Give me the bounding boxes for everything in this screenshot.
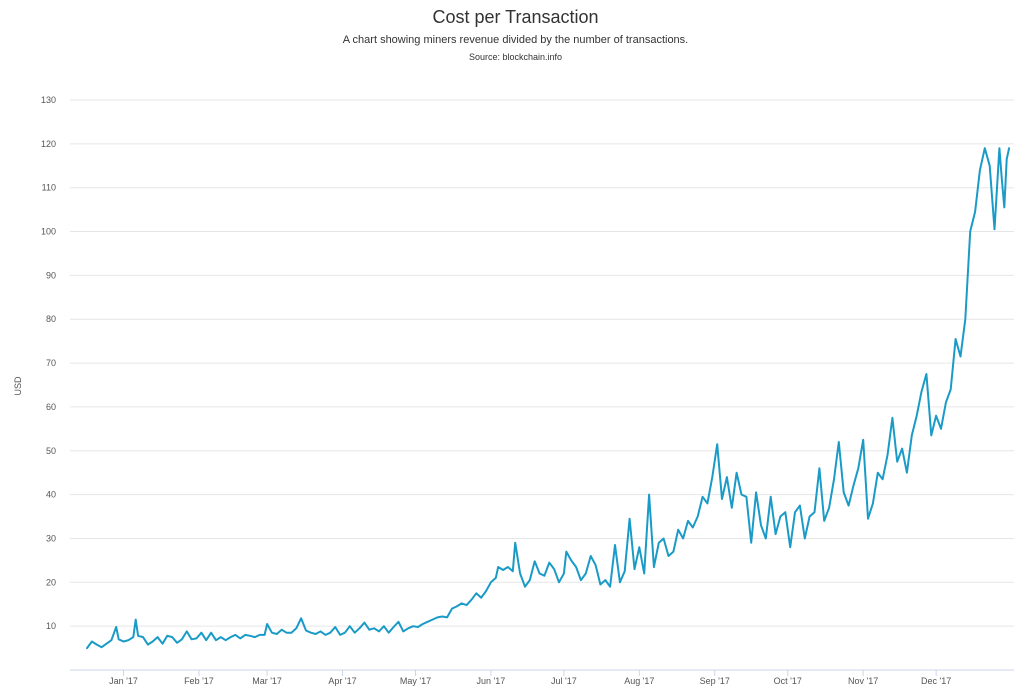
y-tick-label: 130	[41, 95, 56, 105]
x-tick-label: Dec '17	[921, 676, 951, 686]
x-tick-label: Mar '17	[252, 676, 282, 686]
y-tick-label: 70	[46, 358, 56, 368]
y-tick-label: 100	[41, 227, 56, 237]
y-axis-ticks: 10 20 30 40 50 60 70 80 90 100 110 120 130	[41, 95, 56, 631]
x-tick-label: Apr '17	[328, 676, 356, 686]
y-tick-label: 120	[41, 139, 56, 149]
y-tick-label: 50	[46, 446, 56, 456]
x-tick-label: Jan '17	[109, 676, 138, 686]
y-tick-label: 110	[42, 183, 56, 193]
y-tick-label: 20	[46, 577, 56, 587]
chart-title: Cost per Transaction	[432, 7, 599, 27]
y-tick-label: 30	[46, 533, 56, 543]
series-group	[86, 147, 1011, 650]
y-tick-label: 10	[46, 621, 56, 631]
x-tick-label: Jun '17	[477, 676, 506, 686]
x-axis: Jan '17 Feb '17 Mar '17 Apr '17 May '17 Jun '…	[70, 669, 1014, 686]
chart-subtitle: A chart showing miners revenue divided b…	[342, 34, 689, 46]
series-line	[86, 147, 1011, 650]
x-tick-label: Sep '17	[700, 676, 730, 686]
chart-source: Source: blockchain.info	[468, 52, 563, 62]
y-tick-label: 80	[46, 314, 56, 324]
chart-header: Cost per Transaction A chart showing min…	[0, 0, 1031, 63]
x-tick-label: Jul '17	[551, 676, 577, 686]
y-tick-label: 90	[46, 270, 56, 280]
x-tick-label: May '17	[400, 676, 431, 686]
gridlines	[70, 99, 1014, 627]
x-tick-label: Oct '17	[774, 676, 802, 686]
y-axis-label: USD	[13, 376, 23, 396]
y-tick-label: 40	[46, 490, 56, 500]
x-tick-label: Feb '17	[184, 676, 214, 686]
x-tick-label: Nov '17	[848, 676, 878, 686]
x-tick-label: Aug '17	[624, 676, 654, 686]
y-tick-label: 60	[46, 402, 56, 412]
